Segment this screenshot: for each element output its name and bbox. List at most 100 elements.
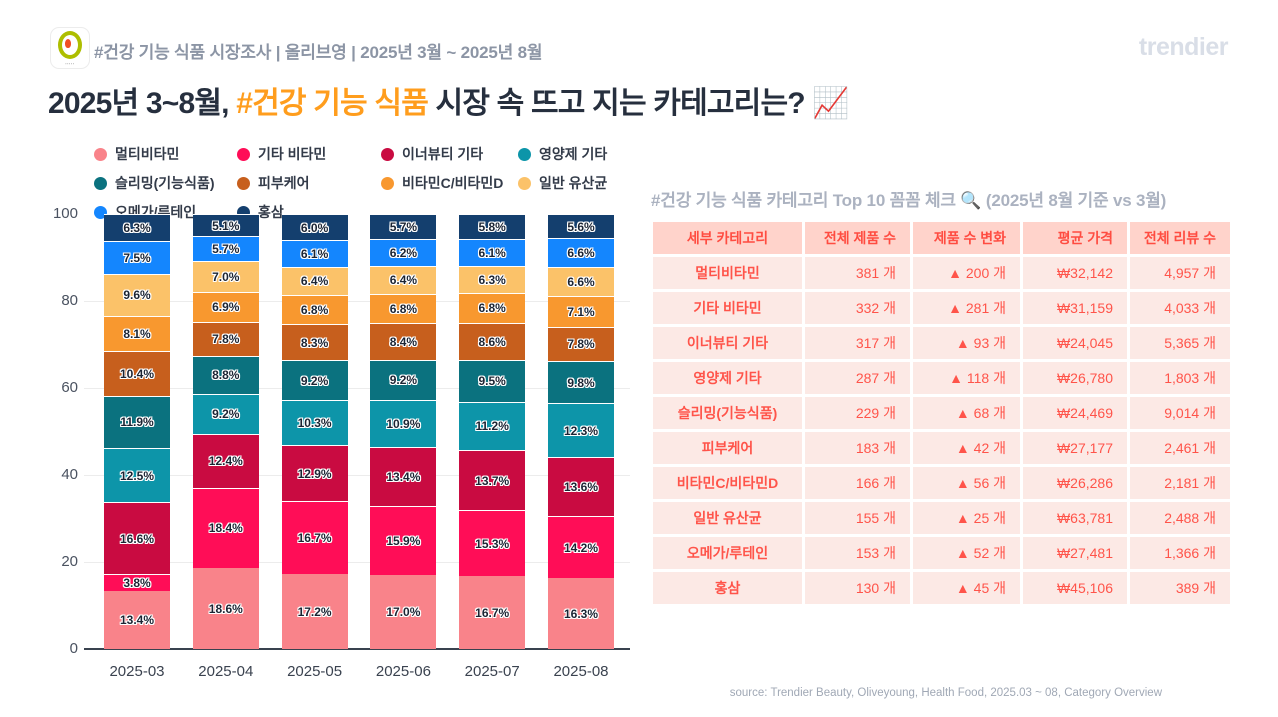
value-cell: 1,366 개 — [1130, 537, 1230, 569]
segment-value-label: 9.6% — [123, 288, 151, 303]
legend-label: 멀티비타민 — [115, 146, 180, 162]
bar-segment: 6.8% — [459, 293, 526, 323]
segment-value-label: 6.8% — [300, 302, 329, 317]
column-header: 세부 카테고리 — [653, 222, 802, 254]
segment-value-label: 18.6% — [208, 601, 243, 616]
bar-segment: 16.6% — [104, 502, 170, 575]
bar-segment: 7.0% — [192, 261, 259, 292]
legend-dot-icon — [518, 176, 531, 190]
segment-value-label: 11.2% — [475, 419, 509, 434]
bar-segment: 13.6% — [548, 456, 614, 517]
table-row: 영양제 기타 287 개 ▲ 118 개 ₩26,780 1,803 개 — [653, 362, 1230, 394]
segment-value-label: 9.2% — [389, 373, 418, 388]
category-cell: 멀티비타민 — [653, 257, 802, 289]
legend-item: 비타민C/비타민D — [381, 173, 518, 193]
segment-value-label: 10.9% — [386, 417, 421, 432]
table-title: #건강 기능 식품 카테고리 Top 10 꼼꼼 체크 🔍 (2025년 8월 … — [651, 191, 1167, 210]
segment-value-label: 8.4% — [389, 335, 418, 350]
segment-value-label: 8.6% — [478, 334, 506, 349]
value-cell: 2,181 개 — [1130, 467, 1230, 499]
segment-value-label: 11.9% — [120, 415, 154, 430]
segment-value-label: 15.3% — [475, 536, 510, 551]
trendier-brand-logo: trendier — [1138, 33, 1229, 61]
segment-value-label: 6.4% — [300, 274, 329, 289]
value-cell: ▲ 45 개 — [913, 572, 1020, 604]
segment-value-label: 7.5% — [123, 251, 151, 266]
bar-segment: 8.6% — [459, 322, 526, 361]
bar-segment: 6.3% — [459, 265, 526, 294]
bar-segment: 9.6% — [104, 274, 170, 316]
gridline — [84, 475, 630, 476]
legend-item: 슬리밍(기능식품) — [94, 173, 237, 193]
value-cell: 1,803 개 — [1130, 362, 1230, 394]
page-title: 2025년 3~8월, #건강 기능 식품 시장 속 뜨고 지는 카테고리는? … — [48, 78, 850, 122]
legend-item: 이너뷰티 기타 — [381, 144, 518, 164]
value-cell: ₩45,106 — [1023, 572, 1127, 604]
value-cell: 381 개 — [805, 257, 910, 289]
bar-segment: 6.4% — [281, 266, 348, 295]
legend-label: 영양제 기타 — [539, 146, 608, 162]
category-cell: 비타민C/비타민D — [653, 467, 802, 499]
segment-value-label: 7.1% — [567, 304, 595, 319]
category-cell: 이너뷰티 기타 — [653, 327, 802, 359]
segment-value-label: 7.0% — [212, 269, 240, 284]
value-cell: 2,488 개 — [1130, 502, 1230, 534]
segment-value-label: 7.8% — [212, 332, 240, 347]
legend-dot-icon — [237, 176, 250, 190]
title-suffix: 시장 속 뜨고 지는 카테고리는? 📈 — [428, 87, 850, 120]
y-axis-tick: 40 — [61, 466, 78, 483]
segment-value-label: 8.1% — [123, 326, 151, 341]
gridline — [84, 388, 630, 389]
bar-segment: 3.8% — [104, 574, 170, 591]
bar-segment: 5.7% — [192, 236, 259, 262]
legend-item: 피부케어 — [237, 173, 381, 193]
category-cell: 피부케어 — [653, 432, 802, 464]
table-row: 기타 비타민 332 개 ▲ 281 개 ₩31,159 4,033 개 — [653, 292, 1230, 324]
chart-plot-area: 0 20 40 60 80 100 13.4% 3.8% 16.6% 12.5% 11.9% 10.4… — [53, 205, 630, 680]
bar-segment: 6.0% — [281, 214, 348, 241]
legend-label: 기타 비타민 — [258, 146, 327, 162]
bar-segment: 6.8% — [281, 294, 348, 325]
category-table: 세부 카테고리 전체 제품 수 제품 수 변화 평균 가격 전체 리뷰 수 멀티비타민 3… — [650, 219, 1233, 607]
bar-segment: 6.1% — [281, 240, 348, 267]
bar-segment: 6.9% — [192, 291, 259, 322]
bar-segment: 12.5% — [104, 447, 170, 503]
segment-value-label: 16.6% — [119, 531, 155, 546]
segment-value-label: 9.8% — [567, 375, 595, 390]
segment-value-label: 13.7% — [475, 473, 510, 488]
table-row: 슬리밍(기능식품) 229 개 ▲ 68 개 ₩24,469 9,014 개 — [653, 397, 1230, 429]
legend-dot-icon — [94, 176, 107, 190]
table-row: 오메가/루테인 153 개 ▲ 52 개 ₩27,481 1,366 개 — [653, 537, 1230, 569]
legend-dot-icon — [94, 205, 107, 219]
table-body: 멀티비타민 381 개 ▲ 200 개 ₩32,142 4,957 개 기타 비타민 332… — [653, 257, 1230, 604]
value-cell: ₩26,780 — [1023, 362, 1127, 394]
value-cell: ▲ 42 개 — [913, 432, 1020, 464]
oliveyoung-logo-mark — [58, 30, 82, 59]
bar-segment: 5.6% — [548, 214, 614, 239]
value-cell: ₩27,177 — [1023, 432, 1127, 464]
segment-value-label: 6.9% — [212, 300, 240, 315]
value-cell: 2,461 개 — [1130, 432, 1230, 464]
legend-label: 일반 유산균 — [539, 175, 608, 191]
report-subtitle: #건강 기능 식품 시장조사 | 올리브영 | 2025년 3월 ~ 2025년… — [94, 43, 543, 62]
y-axis-tick: 80 — [61, 292, 78, 309]
bar-segment: 10.3% — [281, 400, 348, 446]
value-cell: ▲ 68 개 — [913, 397, 1020, 429]
bar-segment: 12.4% — [192, 433, 259, 488]
segment-value-label: 13.4% — [119, 612, 155, 627]
segment-value-label: 10.4% — [119, 367, 155, 382]
legend-label: 홍삼 — [258, 204, 284, 220]
value-cell: ▲ 93 개 — [913, 327, 1020, 359]
bar-segment: 6.6% — [548, 238, 614, 268]
gridline — [84, 301, 630, 302]
segment-value-label: 5.7% — [212, 242, 240, 257]
column-header: 전체 제품 수 — [805, 222, 910, 254]
bar-segment: 13.7% — [459, 450, 526, 510]
column-header: 제품 수 변화 — [913, 222, 1020, 254]
legend-dot-icon — [237, 147, 250, 161]
segment-value-label: 6.4% — [389, 273, 418, 288]
bar-segment: 6.2% — [370, 238, 437, 266]
bar-segment: 9.2% — [370, 359, 437, 400]
bar-segment: 11.9% — [104, 396, 170, 448]
